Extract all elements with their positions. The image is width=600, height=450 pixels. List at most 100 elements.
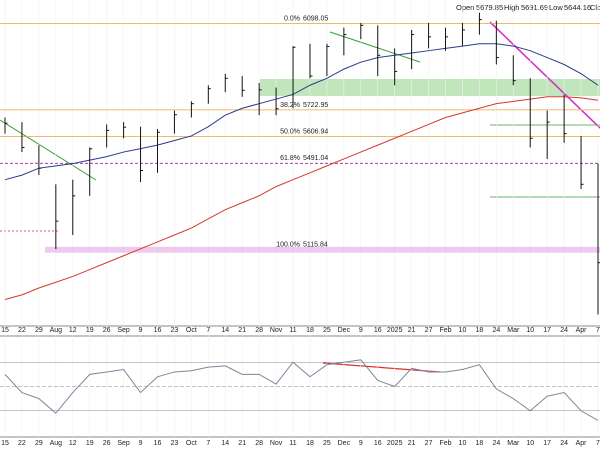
x-tick-label: 11: [289, 327, 296, 334]
header-label: High: [504, 3, 519, 12]
x-tick-label: Sep: [117, 327, 130, 334]
x-tick-label: Dec: [338, 440, 351, 447]
x-tick-label: 22: [18, 327, 26, 334]
x-tick-label: 12: [69, 440, 77, 447]
fib-band: [45, 246, 600, 253]
x-tick-label: Apr: [576, 327, 588, 334]
x-tick-label: 18: [476, 327, 484, 334]
rsi-line: [4, 359, 599, 421]
x-tick-label: 16: [154, 440, 162, 447]
x-tick-label: 16: [374, 440, 382, 447]
x-tick-label: Feb: [439, 440, 451, 447]
x-tick-label: 12: [69, 327, 77, 334]
x-tick-label: 15: [1, 327, 9, 334]
x-tick-label: 19: [86, 440, 94, 447]
x-tick-label: 19: [86, 327, 94, 334]
x-tick-label: 10: [459, 440, 467, 447]
x-tick-label: Dec: [338, 327, 351, 334]
support-zone: [260, 79, 600, 96]
x-tick-label: 7: [206, 327, 210, 334]
x-tick-label: 2025: [387, 327, 403, 334]
fib-value: 5491.04: [303, 155, 328, 162]
x-tick-label: 29: [35, 327, 43, 334]
x-tick-label: 22: [18, 440, 26, 447]
x-tick-label: 27: [425, 440, 433, 447]
moving-average: [4, 96, 599, 300]
x-tick-label: 23: [171, 440, 179, 447]
x-tick-label: 28: [255, 440, 263, 447]
x-tick-label: 17: [543, 440, 551, 447]
fib-value: 5722.95: [303, 102, 328, 109]
x-tick-label: 9: [139, 440, 143, 447]
x-tick-label: Mar: [507, 327, 520, 334]
x-tick-label: 24: [492, 440, 500, 447]
x-tick-label: 14: [221, 327, 229, 334]
x-tick-label: 18: [306, 440, 314, 447]
x-tick-label: 18: [476, 440, 484, 447]
x-tick-label: 24: [560, 327, 568, 334]
x-tick-label: 11: [289, 440, 296, 447]
x-tick-label: 23: [171, 327, 179, 334]
x-tick-label: 29: [35, 440, 43, 447]
fib-label: 38.2%: [280, 102, 300, 109]
x-tick-label: 10: [526, 440, 534, 447]
x-tick-label: 2025: [387, 440, 403, 447]
x-tick-label: 10: [526, 327, 534, 334]
header-value: 5679.85: [476, 3, 503, 12]
x-tick-label: 24: [560, 440, 568, 447]
x-tick-label: 9: [359, 327, 363, 334]
fib-label: 61.8%: [280, 155, 300, 162]
x-tick-label: Apr: [576, 440, 588, 447]
x-tick-label: Nov: [270, 327, 283, 334]
x-tick-label: 14: [221, 440, 229, 447]
header-label: Close: [590, 3, 600, 12]
x-tick-label: 27: [425, 327, 433, 334]
header-value: 5691.69: [521, 3, 548, 12]
x-tick-label: Mar: [507, 440, 520, 447]
fib-value: 5606.94: [303, 128, 328, 135]
x-tick-label: 10: [459, 327, 467, 334]
moving-average: [4, 43, 599, 181]
x-tick-label: 25: [323, 440, 331, 447]
x-tick-label: Sep: [117, 440, 130, 447]
x-tick-label: 21: [408, 327, 416, 334]
x-tick-label: 17: [543, 327, 551, 334]
trend-line: [0, 119, 97, 181]
fib-value: 5115.84: [303, 242, 328, 249]
x-tick-label: Nov: [270, 440, 283, 447]
fib-label: 100.0%: [276, 242, 300, 249]
x-tick-label: 21: [408, 440, 416, 447]
x-tick-label: Oct: [186, 327, 197, 334]
trend-line: [329, 31, 421, 63]
x-tick-label: Aug: [50, 440, 63, 447]
x-tick-label: 28: [255, 327, 263, 334]
x-tick-label: 24: [492, 327, 500, 334]
header-label: Low: [549, 3, 563, 12]
x-tick-label: Oct: [186, 440, 197, 447]
x-tick-label: 7: [206, 440, 210, 447]
x-tick-label: 9: [359, 440, 363, 447]
header-value: 5644.16: [564, 3, 591, 12]
trend-line: [489, 21, 600, 129]
x-tick-label: Feb: [439, 327, 451, 334]
x-tick-label: 21: [238, 327, 246, 334]
x-tick-label: 16: [374, 327, 382, 334]
x-tick-label: 18: [306, 327, 314, 334]
fib-value: 6098.05: [303, 15, 328, 22]
ohlc-header: Open 5679.85 High 5691.69 Low 5644.16 Cl…: [456, 3, 600, 12]
x-tick-label: 25: [323, 327, 331, 334]
x-tick-label: 26: [103, 440, 111, 447]
header-label: Open: [456, 3, 474, 12]
fib-label: 50.0%: [280, 128, 300, 135]
x-tick-label: 7: [596, 327, 600, 334]
x-tick-label: 16: [154, 327, 162, 334]
x-tick-label: Aug: [50, 327, 63, 334]
x-tick-label: 26: [103, 327, 111, 334]
fib-label: 0.0%: [284, 15, 300, 22]
x-tick-label: 15: [1, 440, 9, 447]
x-tick-label: 21: [238, 440, 246, 447]
x-tick-label: 7: [596, 440, 600, 447]
x-tick-label: 9: [139, 327, 143, 334]
